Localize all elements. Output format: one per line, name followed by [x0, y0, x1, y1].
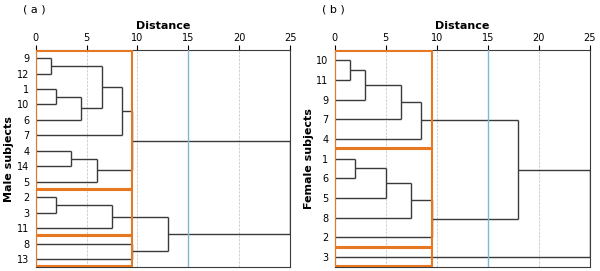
- Text: ( a ): ( a ): [23, 4, 46, 14]
- Y-axis label: Male subjects: Male subjects: [4, 116, 14, 202]
- Bar: [335, 51, 431, 148]
- Bar: [335, 149, 431, 247]
- Bar: [335, 248, 431, 266]
- X-axis label: Distance: Distance: [435, 21, 490, 31]
- Y-axis label: Female subjects: Female subjects: [304, 108, 314, 209]
- Bar: [35, 51, 133, 189]
- Bar: [35, 190, 133, 235]
- Text: ( b ): ( b ): [322, 4, 345, 14]
- Bar: [35, 236, 133, 266]
- X-axis label: Distance: Distance: [136, 21, 190, 31]
